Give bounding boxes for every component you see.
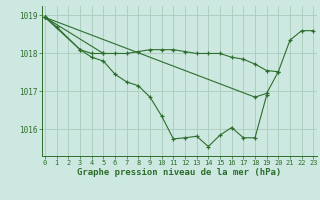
X-axis label: Graphe pression niveau de la mer (hPa): Graphe pression niveau de la mer (hPa) bbox=[77, 168, 281, 177]
